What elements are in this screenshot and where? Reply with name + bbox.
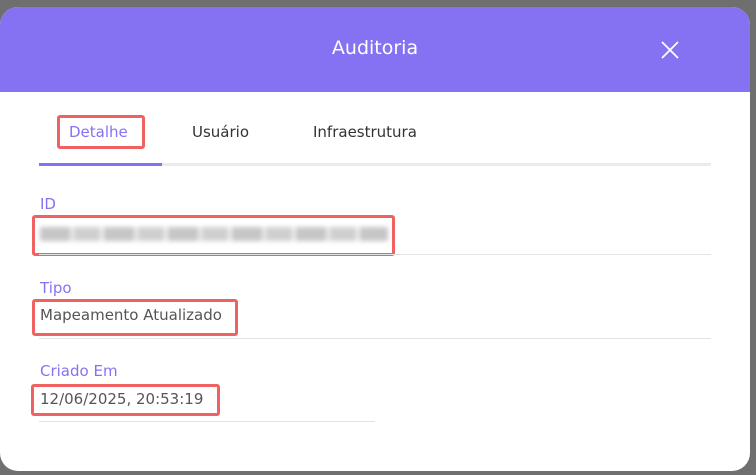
criado-em-value: 12/06/2025, 20:53:19 — [40, 390, 204, 408]
modal-header: Auditoria — [0, 7, 750, 92]
highlight-box — [57, 115, 145, 149]
tab-detalhe[interactable]: Detalhe — [69, 123, 128, 141]
divider — [39, 254, 711, 255]
tab-usuario[interactable]: Usuário — [192, 123, 250, 141]
highlight-box — [32, 215, 395, 256]
divider — [39, 421, 375, 422]
modal-title: Auditoria — [331, 37, 419, 59]
id-label: ID — [40, 195, 56, 213]
tipo-value: Mapeamento Atualizado — [40, 306, 222, 324]
tipo-label: Tipo — [40, 279, 72, 297]
id-value-blurred — [40, 227, 388, 241]
close-icon[interactable] — [660, 40, 680, 60]
active-tab-indicator — [39, 163, 162, 166]
tab-infraestrutura[interactable]: Infraestrutura — [313, 123, 417, 141]
criado-em-label: Criado Em — [40, 362, 118, 380]
tab-bar: Detalhe Usuário Infraestrutura — [39, 113, 711, 166]
highlight-box — [32, 299, 238, 336]
divider — [39, 338, 711, 339]
highlight-box — [31, 384, 220, 416]
